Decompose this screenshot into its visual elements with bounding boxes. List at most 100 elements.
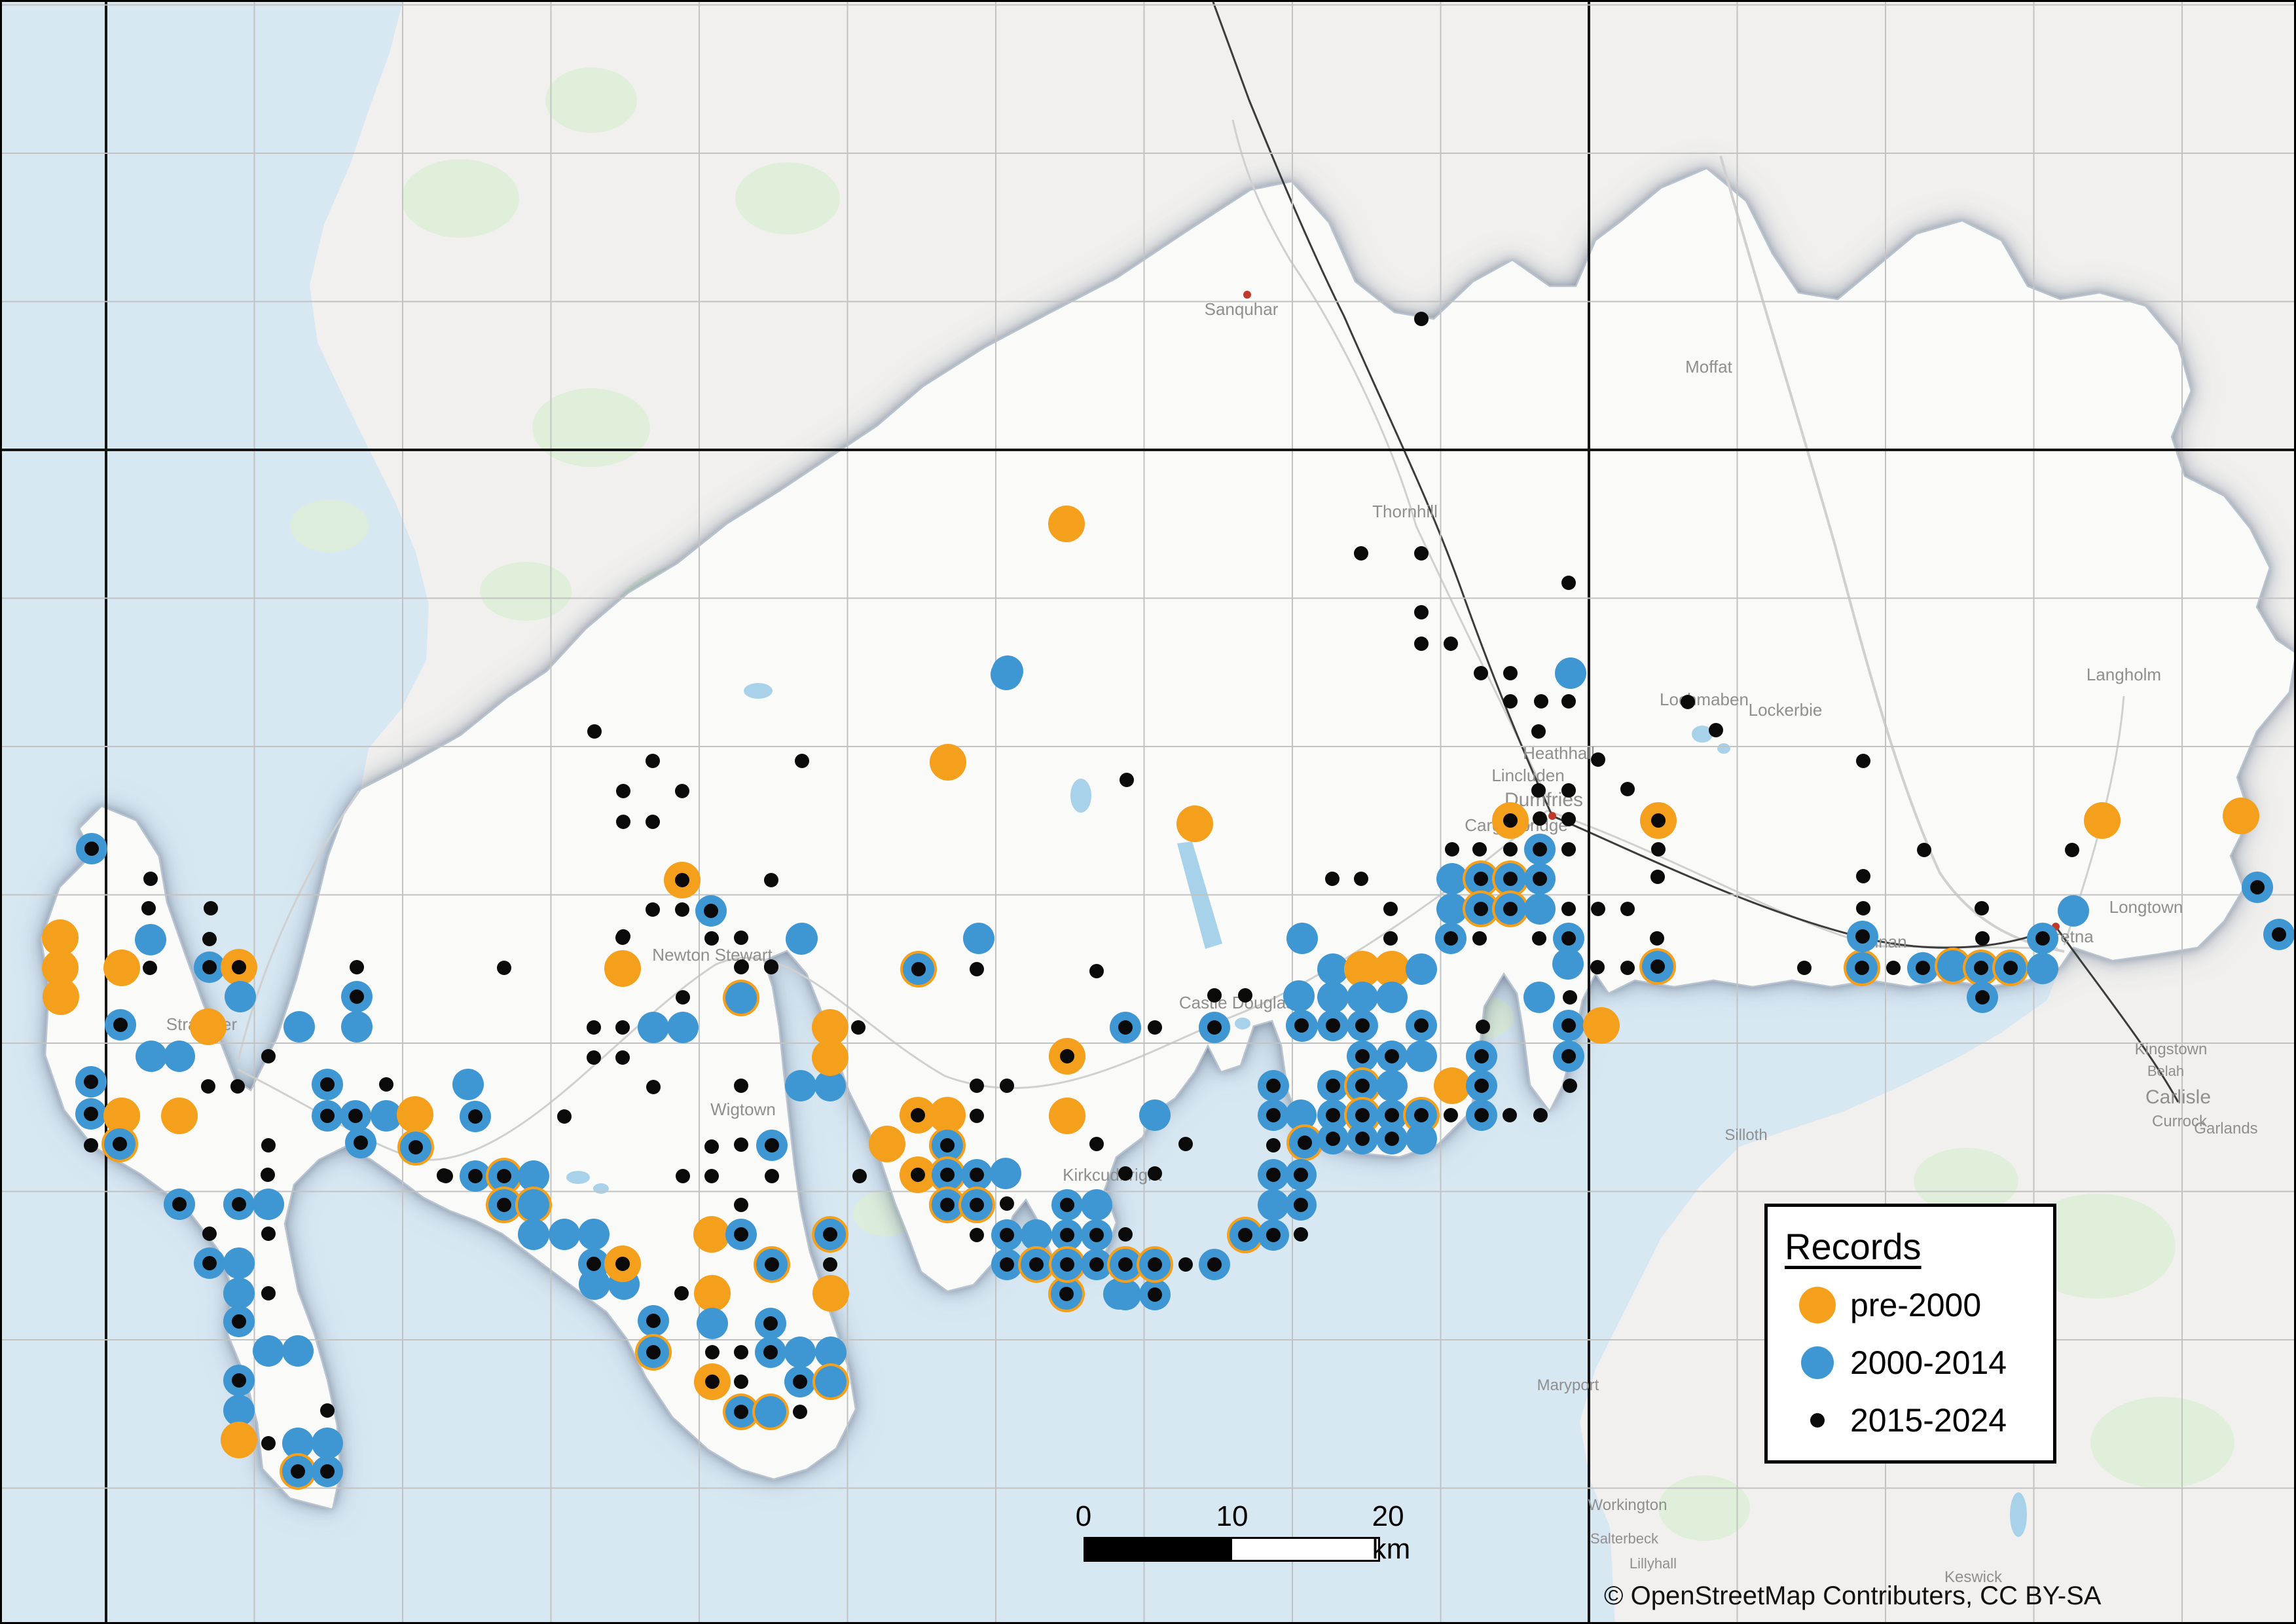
dot-2015-2024 [823, 1257, 837, 1272]
dot-2015-2024 [1060, 1049, 1074, 1063]
dot-pre-2000 [221, 1422, 257, 1458]
dot-2015-2024 [1118, 1227, 1133, 1242]
place-label: Workington [1588, 1496, 1667, 1514]
dot-2015-2024 [1444, 637, 1458, 651]
place-label: Thornhill [1372, 502, 1438, 521]
dot-2015-2024 [261, 1436, 276, 1450]
dot-pre-2000 [812, 1275, 849, 1312]
place-label: Maryport [1537, 1376, 1599, 1394]
dot-2015-2024 [1444, 931, 1458, 946]
dot-2015-2024 [1561, 931, 1576, 946]
dot-2015-2024 [1414, 312, 1429, 326]
dot-2015-2024 [1474, 1079, 1489, 1093]
dot-2000-2014 [1110, 1279, 1141, 1310]
dot-2015-2024 [1298, 1135, 1312, 1150]
dot-2015-2024 [1414, 546, 1429, 561]
dot-2000-2014 [1406, 953, 1437, 985]
dot-2015-2024 [1561, 576, 1576, 590]
dot-2015-2024 [1414, 605, 1429, 619]
dot-2015-2024 [1476, 1020, 1490, 1034]
dot-2015-2024 [1503, 813, 1518, 828]
dot-2000-2014 [1286, 923, 1318, 954]
dot-2000-2014 [1081, 1189, 1112, 1221]
dot-2000-2014 [2058, 895, 2089, 927]
dot-2015-2024 [320, 1077, 335, 1092]
dot-2000-2014 [755, 1396, 786, 1428]
dot-2015-2024 [113, 1018, 128, 1032]
dot-2000-2014 [282, 1335, 314, 1367]
legend-title: Records [1785, 1226, 1922, 1267]
dot-2015-2024 [734, 1345, 748, 1359]
dot-2015-2024 [1474, 872, 1488, 886]
dot-pre-2000 [604, 950, 641, 987]
dot-2015-2024 [851, 1020, 866, 1035]
dot-2015-2024 [1533, 1108, 1548, 1122]
dot-2015-2024 [1294, 1018, 1309, 1033]
dot-2015-2024 [1561, 902, 1576, 916]
dot-2015-2024 [348, 1109, 363, 1123]
dot-2015-2024 [1474, 902, 1488, 916]
dot-2000-2014 [725, 982, 757, 1014]
dot-2015-2024 [320, 1464, 335, 1479]
dot-2015-2024 [1533, 872, 1547, 886]
dot-2015-2024 [793, 1405, 807, 1419]
dot-2015-2024 [1000, 1228, 1014, 1242]
dot-2000-2014 [815, 1337, 847, 1368]
dot-2015-2024 [1974, 961, 1988, 975]
dot-2015-2024 [793, 1375, 807, 1389]
dot-2015-2024 [1383, 931, 1398, 946]
dot-2015-2024 [940, 1168, 955, 1182]
dot-2015-2024 [1856, 754, 1870, 768]
dot-2015-2024 [1916, 961, 1930, 975]
dot-2000-2014 [1937, 950, 1969, 982]
dot-2015-2024 [1118, 1020, 1133, 1035]
dot-2015-2024 [1414, 637, 1429, 651]
dot-pre-2000 [930, 744, 966, 781]
place-label: Moffat [1685, 357, 1733, 377]
dot-2015-2024 [1385, 1049, 1399, 1063]
dot-2000-2014 [283, 1011, 315, 1043]
dot-2000-2014 [223, 1278, 255, 1309]
dot-2015-2024 [1148, 1287, 1162, 1302]
dot-2015-2024 [615, 1020, 630, 1035]
dot-2015-2024 [497, 1198, 511, 1212]
dot-2015-2024 [1531, 724, 1546, 739]
dot-2015-2024 [1089, 964, 1104, 978]
dot-2015-2024 [646, 1345, 661, 1359]
dot-2015-2024 [734, 1137, 748, 1152]
dot-2015-2024 [350, 989, 364, 1004]
dot-pre-2000 [190, 1008, 227, 1045]
dot-2015-2024 [1148, 1166, 1162, 1181]
dot-2015-2024 [1975, 931, 1990, 946]
legend-item-pre-2000: pre-2000 [1785, 1285, 2053, 1325]
dot-2000-2014 [253, 1189, 284, 1220]
dot-2015-2024 [1354, 872, 1368, 886]
dot-2015-2024 [676, 1169, 690, 1183]
dot-2000-2014 [1021, 1219, 1052, 1251]
place-label: Lochmaben [1660, 690, 1749, 709]
dot-2015-2024 [1266, 1079, 1281, 1093]
dot-2000-2014 [282, 1428, 314, 1459]
dot-2015-2024 [1354, 546, 1368, 561]
dot-2015-2024 [232, 960, 246, 974]
dot-2015-2024 [765, 1257, 779, 1272]
dot-2015-2024 [1000, 1196, 1014, 1211]
dot-2015-2024 [1207, 1020, 1222, 1035]
dot-2015-2024 [704, 1169, 719, 1183]
dot-2015-2024 [970, 1228, 984, 1242]
dot-2015-2024 [764, 873, 778, 887]
dot-2000-2014 [518, 1219, 549, 1250]
dot-2015-2024 [1620, 902, 1635, 916]
dot-2000-2014 [1376, 1070, 1408, 1101]
dot-2000-2014 [1406, 1041, 1437, 1072]
dot-2015-2024 [1326, 1108, 1340, 1122]
dot-2015-2024 [1325, 872, 1339, 886]
dot-pre-2000 [43, 978, 79, 1015]
dot-2000-2014 [1555, 657, 1586, 689]
dot-2015-2024 [1355, 1018, 1370, 1033]
dot-2015-2024 [646, 754, 660, 768]
dot-2015-2024 [734, 1405, 748, 1419]
dot-2015-2024 [468, 1109, 483, 1124]
dot-2015-2024 [1590, 960, 1605, 974]
dot-pre-2000 [103, 1098, 140, 1134]
